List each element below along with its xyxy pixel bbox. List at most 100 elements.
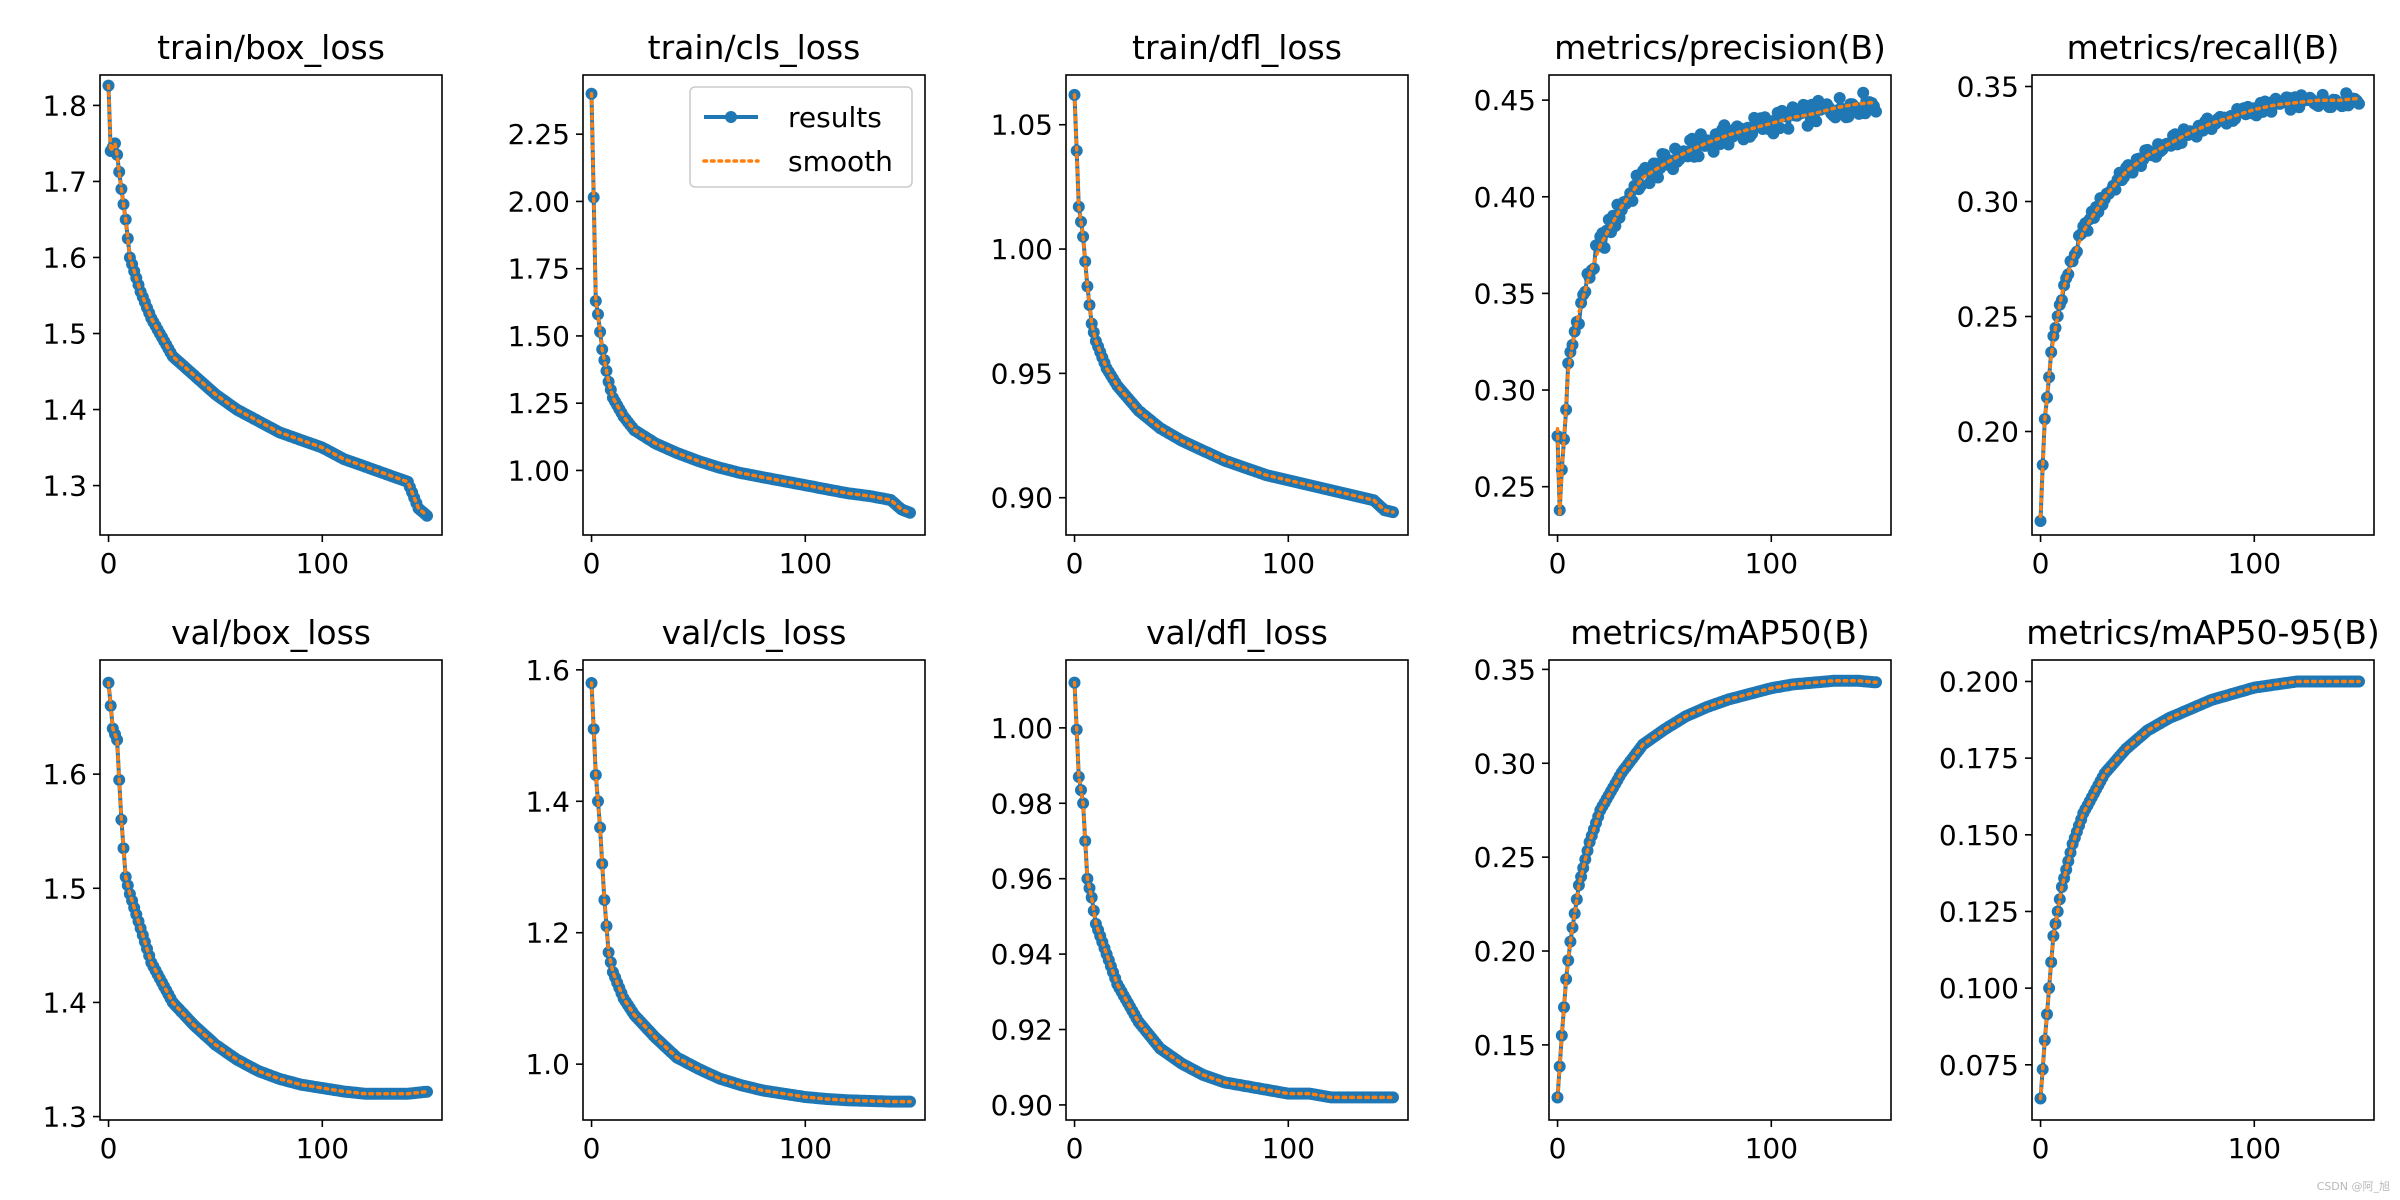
y-tick-label: 0.96 [991, 863, 1053, 896]
results-point [121, 232, 134, 245]
y-tick-label: 0.100 [1939, 972, 2019, 1005]
y-tick-label: 0.30 [1957, 186, 2019, 219]
plot-area [1551, 86, 1882, 517]
y-tick-label: 1.5 [42, 318, 87, 351]
results-point [1746, 127, 1759, 140]
results-point [1643, 177, 1656, 190]
y-tick-label: 0.30 [1474, 374, 1536, 407]
subplot-val-cls-loss: val/cls_loss 0 100 1.0 1.2 1.4 1.6 [525, 613, 926, 1165]
subplot-title: metrics/mAP50(B) [1570, 613, 1870, 652]
subplot-val-dfl-loss: val/dfl_loss 0 100 0.90 0.92 0.94 0.96 0.98 1.00 [991, 613, 1409, 1165]
x-tick-label: 0 [2032, 547, 2050, 580]
subplot-metrics-map50-95-b: metrics/mAP50-95(B) 0 100 0.075 0.100 0.125 0.… [1939, 613, 2380, 1165]
y-tick-label: 2.00 [508, 185, 570, 218]
y-tick-label: 0.30 [1474, 747, 1536, 780]
results-point [1842, 110, 1855, 123]
axes-frame [1548, 74, 1892, 536]
smooth-line [2038, 679, 2361, 1101]
smooth-line [1072, 93, 1395, 514]
y-tick-label: 0.92 [991, 1014, 1053, 1047]
y-tick-label: 0.20 [1957, 416, 2019, 449]
subplot-title: metrics/mAP50-95(B) [2026, 613, 2379, 652]
y-tick-label: 0.075 [1939, 1049, 2019, 1082]
x-tick-label: 100 [296, 547, 349, 580]
x-tick-label: 0 [1066, 547, 1084, 580]
results-point [1387, 1091, 1399, 1104]
plot-area [102, 676, 433, 1100]
x-tick-label: 0 [100, 1132, 118, 1165]
y-tick-label: 0.90 [991, 482, 1053, 515]
y-tick-label: 0.94 [991, 938, 1053, 971]
results-point [111, 733, 124, 746]
axes-frame [2031, 74, 2375, 536]
y-tick-label: 1.4 [42, 394, 87, 427]
smooth-line [1072, 680, 1395, 1100]
axes-frame [582, 659, 926, 1121]
x-tick-label: 100 [779, 1132, 832, 1165]
y-tick-label: 0.35 [1474, 653, 1536, 686]
axes-frame [582, 74, 926, 536]
x-tick-label: 0 [1066, 1132, 1084, 1165]
x-tick-label: 0 [1549, 547, 1567, 580]
subplot-title: val/box_loss [171, 613, 371, 652]
x-tick-label: 100 [1262, 1132, 1315, 1165]
results-point [1072, 770, 1085, 783]
axes-frame [99, 659, 443, 1121]
y-tick-label: 1.5 [42, 872, 87, 905]
plot-area [585, 87, 916, 519]
results-point [1857, 86, 1870, 99]
results-point [1692, 150, 1705, 163]
results-point [421, 1085, 433, 1098]
results-point [2043, 371, 2056, 384]
results-point [1870, 105, 1882, 118]
axes-frame [1065, 74, 1409, 536]
results-point [598, 354, 611, 367]
axes-frame [2031, 659, 2375, 1121]
subplot-train-box-loss: train/box_loss 0 100 1.3 1.4 1.5 1.6 1.7 1.8 [42, 28, 443, 580]
y-tick-label: 1.6 [42, 241, 87, 274]
y-tick-label: 0.25 [1474, 841, 1536, 874]
results-point [1810, 115, 1823, 128]
results-point [2043, 982, 2056, 995]
y-tick-label: 1.6 [525, 654, 570, 687]
results-point [1782, 122, 1795, 135]
y-tick-label: 1.7 [42, 165, 87, 198]
smooth-line [1555, 100, 1878, 516]
results-point [113, 165, 126, 178]
axes-frame [1548, 659, 1892, 1121]
plot-area [2034, 87, 2365, 527]
subplot-title: train/cls_loss [648, 28, 861, 67]
subplot-title: train/box_loss [157, 28, 385, 67]
x-tick-label: 0 [583, 547, 601, 580]
subplot-train-cls-loss: train/cls_loss 0 100 1.00 1.25 1.50 1.75 2.00 2.… [508, 28, 926, 580]
results-point [1718, 119, 1731, 132]
legend-results-label: results [788, 101, 882, 134]
results-point [1652, 171, 1664, 184]
plot-area [1068, 88, 1399, 519]
smooth-line [106, 83, 429, 518]
results-point [1773, 122, 1786, 135]
watermark-text: CSDN @阿_旭 [2316, 1180, 2390, 1193]
y-tick-label: 0.45 [1474, 84, 1536, 117]
y-tick-label: 0.25 [1474, 471, 1536, 504]
y-tick-label: 1.4 [42, 986, 87, 1019]
y-tick-label: 1.00 [991, 712, 1053, 745]
plot-area [102, 79, 433, 522]
results-point [2047, 930, 2060, 942]
subplot-title: val/dfl_loss [1146, 613, 1328, 652]
y-tick-label: 1.25 [508, 387, 570, 420]
plot-area [1068, 676, 1399, 1104]
results-point [1566, 921, 1579, 934]
plot-area [585, 677, 916, 1108]
x-tick-label: 100 [1745, 1132, 1798, 1165]
results-point [2053, 893, 2066, 906]
x-tick-label: 100 [2228, 1132, 2281, 1165]
subplot-metrics-map50-b: metrics/mAP50(B) 0 100 0.15 0.20 0.25 0.30 0.35 [1474, 613, 1892, 1165]
y-tick-label: 0.35 [1474, 277, 1536, 310]
x-tick-label: 0 [583, 1132, 601, 1165]
plot-area [1551, 674, 1882, 1104]
legend: results smooth [689, 86, 913, 188]
y-tick-label: 0.90 [991, 1089, 1053, 1122]
y-tick-label: 1.50 [508, 320, 570, 353]
